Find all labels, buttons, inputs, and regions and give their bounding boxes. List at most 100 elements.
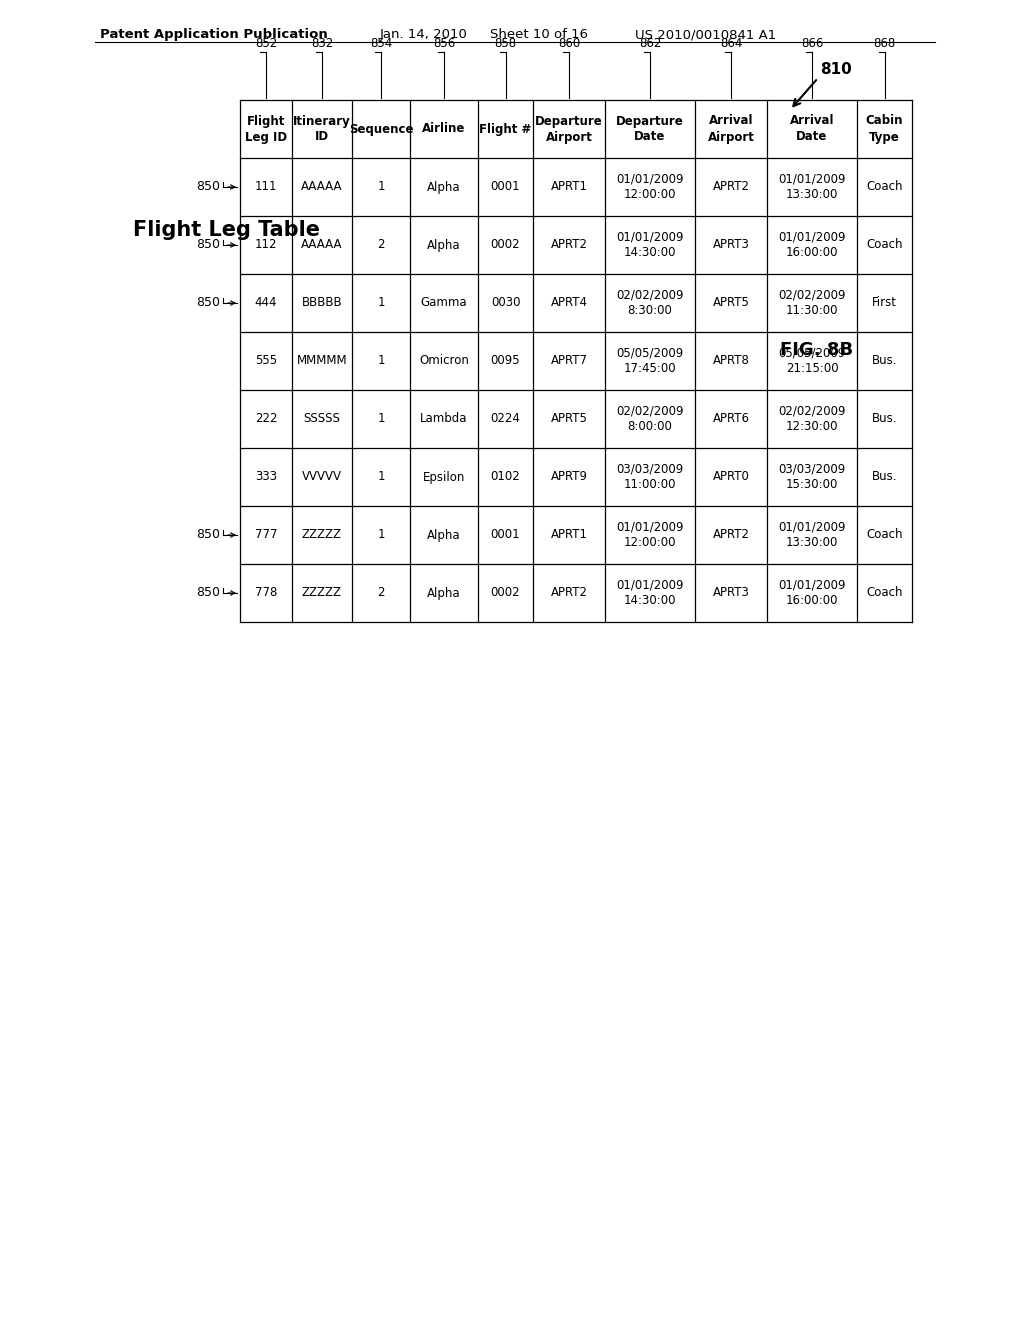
Text: Alpha: Alpha bbox=[427, 181, 461, 194]
Text: 1: 1 bbox=[377, 355, 385, 367]
Text: Flight
Leg ID: Flight Leg ID bbox=[245, 115, 287, 144]
Text: 0002: 0002 bbox=[490, 586, 520, 599]
Text: Epsilon: Epsilon bbox=[423, 470, 465, 483]
Text: 01/01/2009
14:30:00: 01/01/2009 14:30:00 bbox=[616, 231, 684, 260]
Text: 778: 778 bbox=[255, 586, 278, 599]
Text: Arrival
Airport: Arrival Airport bbox=[708, 115, 755, 144]
Text: APRT7: APRT7 bbox=[551, 355, 588, 367]
Text: AAAAA: AAAAA bbox=[301, 239, 343, 252]
Text: Cabin
Type: Cabin Type bbox=[865, 115, 903, 144]
Text: 01/01/2009
12:00:00: 01/01/2009 12:00:00 bbox=[616, 520, 684, 549]
Text: 111: 111 bbox=[255, 181, 278, 194]
Text: Arrival
Date: Arrival Date bbox=[790, 115, 835, 144]
Text: First: First bbox=[872, 297, 897, 309]
Text: 01/01/2009
13:30:00: 01/01/2009 13:30:00 bbox=[778, 520, 846, 549]
Text: 1: 1 bbox=[377, 297, 385, 309]
Text: 333: 333 bbox=[255, 470, 278, 483]
Text: 01/01/2009
16:00:00: 01/01/2009 16:00:00 bbox=[778, 231, 846, 260]
Text: Itinerary
ID: Itinerary ID bbox=[293, 115, 351, 144]
Text: Departure
Airport: Departure Airport bbox=[536, 115, 603, 144]
Text: 2: 2 bbox=[377, 586, 385, 599]
Text: APRT8: APRT8 bbox=[713, 355, 750, 367]
Text: Jan. 14, 2010: Jan. 14, 2010 bbox=[380, 28, 468, 41]
Text: VVVVV: VVVVV bbox=[302, 470, 342, 483]
Text: Airline: Airline bbox=[422, 123, 466, 136]
Text: 777: 777 bbox=[255, 528, 278, 541]
Text: Gamma: Gamma bbox=[421, 297, 467, 309]
Text: 444: 444 bbox=[255, 297, 278, 309]
Text: 0030: 0030 bbox=[490, 297, 520, 309]
Text: APRT6: APRT6 bbox=[713, 412, 750, 425]
Text: Departure
Date: Departure Date bbox=[616, 115, 684, 144]
Text: 01/01/2009
12:00:00: 01/01/2009 12:00:00 bbox=[616, 173, 684, 202]
Text: 05/05/2009
21:15:00: 05/05/2009 21:15:00 bbox=[778, 346, 846, 375]
Text: 854: 854 bbox=[370, 37, 392, 50]
Text: 868: 868 bbox=[873, 37, 896, 50]
Text: APRT2: APRT2 bbox=[713, 528, 750, 541]
Text: APRT0: APRT0 bbox=[713, 470, 750, 483]
Text: 0002: 0002 bbox=[490, 239, 520, 252]
Text: 0095: 0095 bbox=[490, 355, 520, 367]
Text: Patent Application Publication: Patent Application Publication bbox=[100, 28, 328, 41]
Text: 01/01/2009
13:30:00: 01/01/2009 13:30:00 bbox=[778, 173, 846, 202]
Text: 1: 1 bbox=[377, 528, 385, 541]
Text: 555: 555 bbox=[255, 355, 278, 367]
Text: Lambda: Lambda bbox=[420, 412, 468, 425]
Text: 810: 810 bbox=[820, 62, 852, 78]
Text: US 2010/0010841 A1: US 2010/0010841 A1 bbox=[635, 28, 776, 41]
Text: 850: 850 bbox=[196, 586, 220, 599]
Text: 0001: 0001 bbox=[490, 181, 520, 194]
Text: Sequence: Sequence bbox=[349, 123, 414, 136]
Text: 858: 858 bbox=[495, 37, 516, 50]
Text: APRT3: APRT3 bbox=[713, 239, 750, 252]
Text: 866: 866 bbox=[801, 37, 823, 50]
Text: 2: 2 bbox=[377, 239, 385, 252]
Text: 0102: 0102 bbox=[490, 470, 520, 483]
Text: APRT2: APRT2 bbox=[551, 239, 588, 252]
Text: 1: 1 bbox=[377, 412, 385, 425]
Text: APRT2: APRT2 bbox=[551, 586, 588, 599]
Text: 01/01/2009
16:00:00: 01/01/2009 16:00:00 bbox=[778, 578, 846, 607]
Text: APRT9: APRT9 bbox=[551, 470, 588, 483]
Text: Bus.: Bus. bbox=[871, 355, 897, 367]
Text: 02/02/2009
12:30:00: 02/02/2009 12:30:00 bbox=[778, 404, 846, 433]
Text: 03/03/2009
11:00:00: 03/03/2009 11:00:00 bbox=[616, 462, 684, 491]
Text: 850: 850 bbox=[196, 297, 220, 309]
Text: ZZZZZ: ZZZZZ bbox=[302, 528, 342, 541]
Text: 222: 222 bbox=[255, 412, 278, 425]
Text: 02/02/2009
11:30:00: 02/02/2009 11:30:00 bbox=[778, 289, 846, 318]
Text: APRT5: APRT5 bbox=[551, 412, 588, 425]
Text: APRT3: APRT3 bbox=[713, 586, 750, 599]
Text: ZZZZZ: ZZZZZ bbox=[302, 586, 342, 599]
Text: 850: 850 bbox=[196, 181, 220, 194]
Text: APRT2: APRT2 bbox=[713, 181, 750, 194]
Text: 860: 860 bbox=[558, 37, 581, 50]
Text: 02/02/2009
8:30:00: 02/02/2009 8:30:00 bbox=[616, 289, 684, 318]
Text: 0224: 0224 bbox=[490, 412, 520, 425]
Text: Bus.: Bus. bbox=[871, 412, 897, 425]
Text: Coach: Coach bbox=[866, 239, 903, 252]
Text: Alpha: Alpha bbox=[427, 586, 461, 599]
Text: 852: 852 bbox=[255, 37, 278, 50]
Text: 832: 832 bbox=[311, 37, 333, 50]
Text: 0001: 0001 bbox=[490, 528, 520, 541]
Text: Alpha: Alpha bbox=[427, 528, 461, 541]
Text: 112: 112 bbox=[255, 239, 278, 252]
Text: Alpha: Alpha bbox=[427, 239, 461, 252]
Text: Flight Leg Table: Flight Leg Table bbox=[133, 220, 319, 240]
Text: Coach: Coach bbox=[866, 528, 903, 541]
Text: 05/05/2009
17:45:00: 05/05/2009 17:45:00 bbox=[616, 346, 684, 375]
Text: 1: 1 bbox=[377, 470, 385, 483]
Text: APRT1: APRT1 bbox=[551, 181, 588, 194]
Text: 03/03/2009
15:30:00: 03/03/2009 15:30:00 bbox=[778, 462, 846, 491]
Text: AAAAA: AAAAA bbox=[301, 181, 343, 194]
Text: Omicron: Omicron bbox=[419, 355, 469, 367]
Text: SSSSS: SSSSS bbox=[303, 412, 340, 425]
Text: 856: 856 bbox=[433, 37, 455, 50]
Text: MMMMM: MMMMM bbox=[297, 355, 347, 367]
Text: Bus.: Bus. bbox=[871, 470, 897, 483]
Text: 02/02/2009
8:00:00: 02/02/2009 8:00:00 bbox=[616, 404, 684, 433]
Text: 862: 862 bbox=[639, 37, 662, 50]
Text: Sheet 10 of 16: Sheet 10 of 16 bbox=[490, 28, 588, 41]
Text: Coach: Coach bbox=[866, 586, 903, 599]
